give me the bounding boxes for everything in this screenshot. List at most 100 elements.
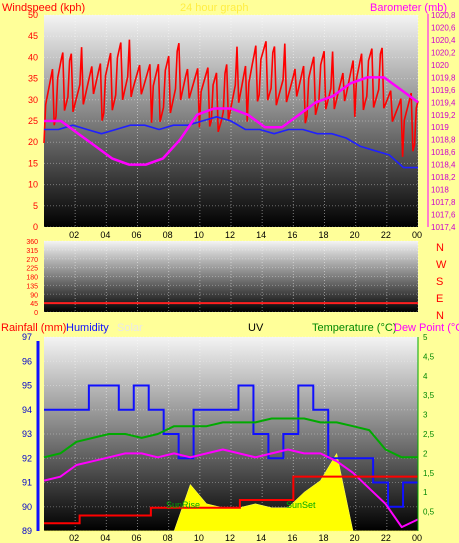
y-tick-label: 45	[30, 301, 38, 308]
x-tick-label: 12	[225, 533, 235, 543]
x-tick-label: 06	[132, 230, 142, 240]
y-tick-label: 25	[28, 116, 38, 126]
x-tick-label: 20	[350, 533, 360, 543]
y2-tick-label: 1018,8	[431, 136, 456, 145]
plot-area-direction	[44, 241, 418, 312]
x-tick-label: 16	[287, 230, 297, 240]
y-right-tick-label: 3	[423, 411, 428, 420]
solar-axis-title: Solar	[117, 322, 143, 334]
x-tick-label: 04	[100, 230, 110, 240]
y-tick-label: 360	[26, 239, 38, 246]
chart-subtitle: 24 hour graph	[180, 2, 249, 14]
y-tick-label: 92	[22, 453, 32, 463]
x-axis-temperature: 02 04 06 08 10 12 14 16 18 20 22 00	[69, 533, 422, 543]
y-right-tick-label: 5	[423, 333, 428, 342]
y-right-tick-label: 1,5	[423, 469, 435, 478]
x-tick-label: 00	[412, 230, 422, 240]
y-axis-barometer: 1017,4 1017,6 1017,8 1018 1018,2 1018,4 1018,6…	[431, 11, 456, 232]
series-rainfall-line	[44, 475, 418, 525]
y-tick-label: 93	[22, 429, 32, 439]
x-tick-label: 18	[319, 230, 329, 240]
y-axis-humidity: 89 90 91 92 93 94 95 96 97	[22, 332, 32, 536]
x-tick-label: 10	[194, 230, 204, 240]
compass-letter: N	[436, 310, 444, 322]
temperature-axis-title: Temperature (°C)	[312, 322, 396, 334]
y-tick-label: 90	[22, 502, 32, 512]
y-right-tick-label: 0,5	[423, 508, 435, 517]
sunset-label: SunSet	[286, 500, 316, 510]
y-right-tick-label: 1	[423, 488, 428, 497]
series-wind-average-line	[44, 116, 418, 169]
y2-tick-label: 1018,6	[431, 148, 456, 157]
y-tick-label: 0	[33, 222, 38, 232]
x-tick-label: 14	[256, 230, 266, 240]
x-tick-label: 04	[100, 533, 110, 543]
y-tick-label: 40	[28, 52, 38, 62]
series-wind	[43, 39, 419, 169]
x-axis-wind: 02 04 06 08 10 12 14 16 18 20 22 00	[69, 230, 422, 240]
y-tick-label: 50	[28, 10, 38, 20]
series-humidity-line	[44, 384, 418, 508]
y2-tick-label: 1019,6	[431, 86, 456, 95]
y-tick-label: 30	[28, 95, 38, 105]
y2-tick-label: 1018,4	[431, 161, 456, 170]
y-right-tick-label: 4	[423, 372, 428, 381]
y-tick-label: 270	[26, 257, 38, 264]
series-temperature-line	[43, 417, 418, 459]
y-right-tick-label: 2	[423, 449, 428, 458]
y2-tick-label: 1019,4	[431, 98, 456, 107]
y-tick-label: 35	[28, 74, 38, 84]
y-tick-label: 89	[22, 526, 32, 536]
y2-tick-label: 1019	[431, 123, 449, 132]
x-tick-label: 20	[350, 230, 360, 240]
y-tick-label: 20	[28, 137, 38, 147]
x-tick-label: 02	[69, 230, 79, 240]
y-tick-label: 96	[22, 356, 32, 366]
x-tick-label: 08	[163, 533, 173, 543]
y2-tick-label: 1020	[431, 61, 449, 70]
y-tick-label: 91	[22, 478, 32, 488]
series-windspeed-line	[43, 39, 419, 157]
y-tick-label: 0	[34, 310, 38, 317]
y2-tick-label: 1020,8	[431, 11, 456, 20]
series-temperature	[43, 384, 419, 532]
x-tick-label: 02	[69, 533, 79, 543]
rainfall-axis-title: Rainfall (mm)	[1, 322, 66, 334]
y-right-tick-label: 3,5	[423, 391, 435, 400]
y-tick-label: 135	[26, 283, 38, 290]
sunrise-label: SunRise	[166, 500, 200, 510]
y2-tick-label: 1019,8	[431, 73, 456, 82]
x-tick-label: 08	[163, 230, 173, 240]
compass-letter: W	[436, 259, 447, 271]
y-axis-wind: 0 5 10 15 20 25 30 35 40 45 50	[28, 10, 38, 232]
y2-tick-label: 1020,6	[431, 23, 456, 32]
y2-tick-label: 1017,4	[431, 223, 456, 232]
y-tick-label: 225	[26, 266, 38, 273]
y-tick-label: 90	[30, 292, 38, 299]
y-axis-temperature: 0,5 1 1,5 2 2,5 3 3,5 4 4,5 5	[423, 333, 435, 517]
y2-tick-label: 1017,8	[431, 198, 456, 207]
y2-tick-label: 1019,2	[431, 111, 456, 120]
y-tick-label: 94	[22, 405, 32, 415]
x-tick-label: 10	[194, 533, 204, 543]
y-tick-label: 45	[28, 31, 38, 41]
y2-tick-label: 1020,4	[431, 36, 456, 45]
compass-letter: N	[436, 242, 444, 254]
y-tick-label: 15	[28, 158, 38, 168]
series-barometer-line	[44, 76, 419, 166]
y-tick-label: 97	[22, 332, 32, 342]
y-tick-label: 95	[22, 381, 32, 391]
x-tick-label: 22	[381, 533, 391, 543]
series-dewpoint-line	[43, 448, 419, 529]
compass-letter: E	[436, 293, 443, 305]
y2-tick-label: 1017,6	[431, 211, 456, 220]
x-tick-label: 18	[319, 533, 329, 543]
y2-tick-label: 1018	[431, 186, 449, 195]
x-tick-label: 14	[256, 533, 266, 543]
x-tick-label: 16	[287, 533, 297, 543]
uv-axis-title: UV	[248, 322, 264, 334]
y-right-tick-label: 4,5	[423, 352, 435, 361]
